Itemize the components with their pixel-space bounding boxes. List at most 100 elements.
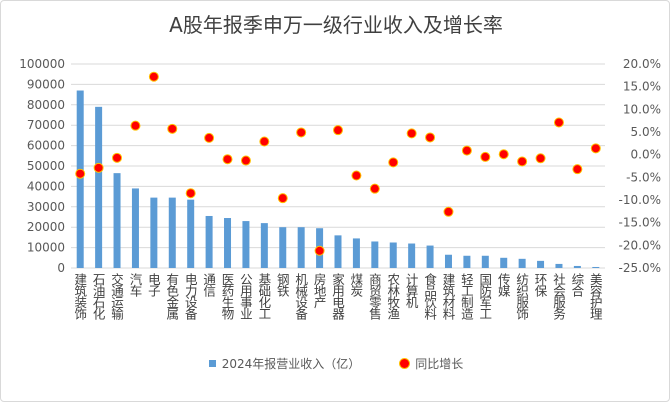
category-label: 家用电器 bbox=[330, 273, 345, 319]
y-right-tick-label: -10.0% bbox=[619, 193, 661, 207]
growth-point bbox=[167, 123, 178, 134]
category-label: 医药生物 bbox=[219, 273, 235, 319]
y-left-tick-label: 90000 bbox=[27, 77, 65, 91]
y-left-tick-label: 10000 bbox=[27, 241, 65, 255]
category-label: 纺织服饰 bbox=[514, 273, 530, 319]
revenue-bar bbox=[76, 90, 84, 269]
category-label: 农林牧渔 bbox=[385, 273, 401, 319]
revenue-bar bbox=[444, 254, 452, 268]
category-label: 综合 bbox=[569, 273, 585, 296]
y-left-tick-label: 40000 bbox=[27, 179, 65, 193]
legend-item-growth: 同比增长 bbox=[400, 355, 463, 372]
growth-point bbox=[443, 206, 454, 217]
y-left-tick-label: 80000 bbox=[27, 98, 65, 112]
y-left-tick-label: 70000 bbox=[27, 118, 65, 132]
y-left-tick-label: 20000 bbox=[27, 220, 65, 234]
category-label: 钢铁 bbox=[274, 273, 290, 296]
y-right-tick-label: 10.0% bbox=[623, 102, 661, 116]
category-label: 建筑装饰 bbox=[72, 273, 88, 319]
revenue-bar bbox=[592, 266, 600, 268]
category-label: 电子 bbox=[145, 273, 161, 296]
y-right-tick-label: -15.0% bbox=[619, 216, 661, 230]
growth-point bbox=[425, 132, 436, 143]
y-left-tick-label: 60000 bbox=[27, 139, 65, 153]
growth-point bbox=[75, 168, 86, 179]
growth-point bbox=[93, 162, 104, 173]
y-right-tick-label: -20.0% bbox=[619, 238, 661, 252]
revenue-bar bbox=[463, 255, 471, 268]
category-label: 有色金属 bbox=[164, 273, 180, 319]
legend-dot-swatch bbox=[400, 359, 410, 368]
growth-point bbox=[130, 120, 141, 131]
revenue-bar bbox=[481, 255, 489, 268]
category-label: 社会服务 bbox=[550, 273, 566, 319]
growth-point bbox=[204, 132, 215, 143]
category-label: 电力设备 bbox=[182, 273, 198, 319]
revenue-bar bbox=[168, 197, 176, 268]
revenue-bar bbox=[537, 260, 545, 268]
category-label: 通信 bbox=[201, 273, 217, 296]
revenue-bar bbox=[205, 215, 213, 268]
growth-point bbox=[314, 245, 325, 256]
y-right-tick-label: 20.0% bbox=[623, 57, 661, 71]
growth-point bbox=[185, 188, 196, 199]
growth-point bbox=[590, 143, 601, 154]
revenue-bar bbox=[113, 173, 121, 268]
revenue-bar bbox=[187, 199, 195, 268]
growth-point bbox=[406, 128, 417, 139]
revenue-bar bbox=[131, 188, 139, 268]
y-left-tick-label: 50000 bbox=[27, 159, 65, 173]
y-left-tick-label: 100000 bbox=[19, 57, 65, 71]
revenue-bar bbox=[260, 223, 268, 268]
revenue-bar bbox=[279, 227, 287, 268]
y-left-tick-label: 0 bbox=[57, 261, 65, 275]
revenue-bar bbox=[573, 265, 581, 268]
revenue-bar bbox=[426, 245, 434, 268]
category-label: 汽车 bbox=[127, 273, 143, 296]
revenue-bar bbox=[150, 197, 158, 268]
revenue-bar bbox=[242, 221, 250, 268]
revenue-bar bbox=[371, 241, 379, 268]
chart-title: A股年报季申万一级行业收入及增长率 bbox=[169, 13, 503, 37]
category-label: 公用事业 bbox=[237, 273, 253, 319]
revenue-bar bbox=[95, 106, 103, 268]
legend-label: 同比增长 bbox=[415, 357, 464, 371]
revenue-bar bbox=[500, 257, 508, 268]
category-label: 煤炭 bbox=[348, 273, 364, 296]
growth-point bbox=[535, 153, 546, 164]
category-label: 国防军工 bbox=[477, 273, 493, 319]
growth-point bbox=[572, 164, 583, 175]
growth-point bbox=[388, 157, 399, 168]
y-left-tick-label: 30000 bbox=[27, 200, 65, 214]
category-label: 交通运输 bbox=[109, 273, 125, 319]
revenue-bar bbox=[408, 243, 416, 268]
legend-item-revenue: 2024年报营业收入（亿） bbox=[208, 355, 361, 372]
growth-point bbox=[112, 152, 123, 163]
category-label: 美容护理 bbox=[587, 273, 603, 319]
growth-point bbox=[369, 183, 380, 194]
growth-point bbox=[222, 154, 233, 165]
growth-point bbox=[517, 156, 528, 167]
growth-point bbox=[333, 125, 343, 136]
growth-point bbox=[296, 127, 307, 138]
growth-point bbox=[277, 193, 288, 204]
category-label: 机械设备 bbox=[293, 273, 309, 319]
legend: 2024年报营业收入（亿） 同比增长 bbox=[1, 355, 669, 372]
growth-point bbox=[240, 155, 251, 166]
category-label: 石油石化 bbox=[90, 273, 106, 319]
y-right-tick-label: -25.0% bbox=[619, 261, 661, 275]
category-label: 计算机 bbox=[403, 273, 419, 308]
growth-point bbox=[461, 145, 472, 156]
category-label: 传媒 bbox=[495, 273, 511, 296]
revenue-bar bbox=[555, 263, 563, 268]
revenue-bar bbox=[352, 238, 360, 268]
y-right-tick-label: 0.0% bbox=[631, 148, 662, 162]
category-label: 建筑材料 bbox=[440, 273, 456, 319]
category-label: 房地产 bbox=[311, 273, 327, 308]
revenue-bar bbox=[389, 242, 397, 268]
legend-label: 2024年报营业收入（亿） bbox=[221, 357, 361, 371]
y-right-tick-label: 15.0% bbox=[623, 80, 661, 94]
category-label: 轻工制造 bbox=[458, 273, 474, 319]
category-label: 食品饮料 bbox=[422, 273, 438, 319]
